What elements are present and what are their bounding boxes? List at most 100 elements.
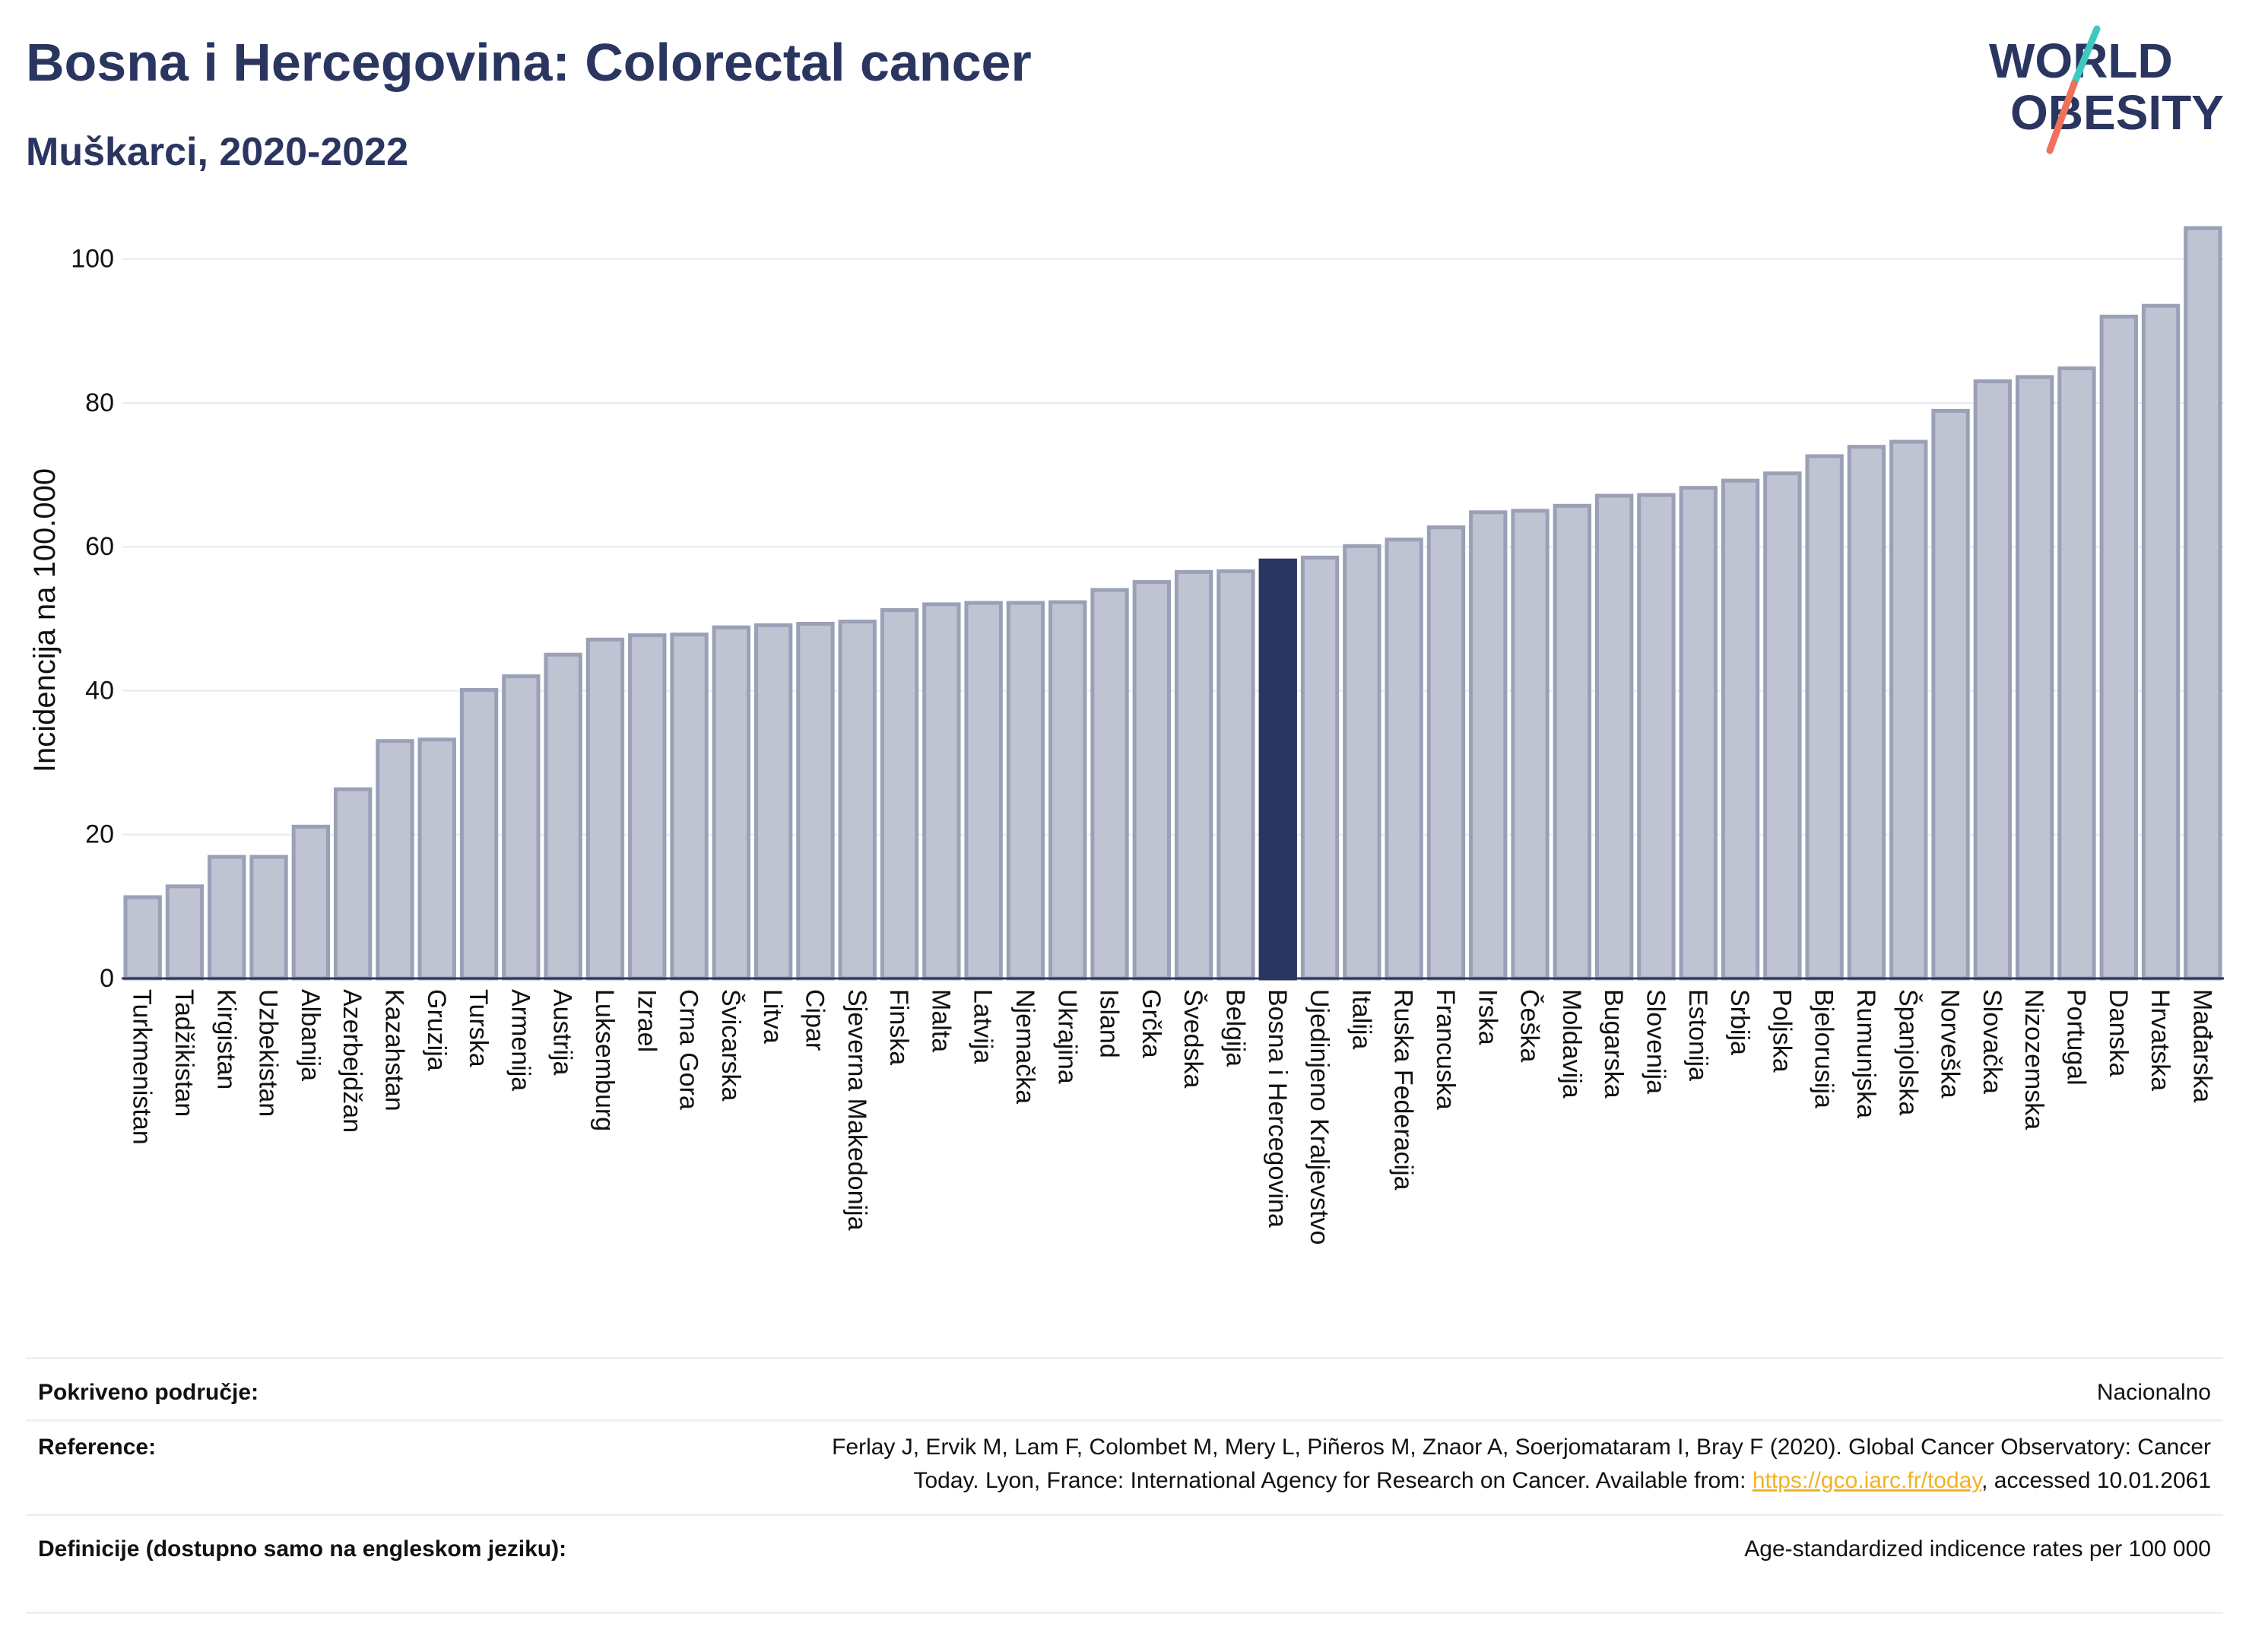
logo-slash-teal [2070,25,2101,87]
x-tick-label: Norveška [1936,989,1965,1099]
bar [544,652,582,981]
x-tick-label: Gruzija [422,989,451,1071]
bar [922,602,961,981]
x-tick-label: Poljska [1767,989,1796,1073]
x-tick-label: Švedska [1178,989,1207,1088]
x-tick-label: Danska [2104,989,2133,1076]
x-tick-label: Francuska [1431,989,1460,1110]
bar [417,737,456,981]
bar [459,688,499,981]
bar [1721,478,1760,981]
x-tick-label: Azerbejdžan [338,989,366,1133]
bar [1637,493,1676,981]
x-tick-label: Armenija [506,989,534,1091]
bar [1216,569,1255,981]
bar [249,855,288,981]
bar [2141,303,2181,981]
x-tick-label: Slovenija [1641,989,1670,1094]
x-tick-label: Tadžikistan [170,989,198,1117]
logo-slash-coral [2046,80,2078,154]
x-tick-label: Irska [1473,989,1502,1045]
x-tick-label: Rumunjska [1851,989,1880,1118]
logo-text-obesity: OBESITY [2010,85,2224,140]
bar [208,855,246,981]
bar [1174,569,1213,981]
coverage-row: Pokriveno područje: Nacionalno [26,1357,2223,1422]
world-obesity-logo: WORLD OBESITY [1989,25,2224,154]
coverage-label: Pokriveno područje: [38,1380,259,1405]
x-tick-label: Uzbekistan [254,989,283,1117]
bar [165,884,205,981]
x-tick-label: Mađarska [2187,989,2216,1102]
x-tick-label: Češka [1515,989,1544,1062]
bar [1511,509,1550,981]
bar [1385,537,1423,981]
x-tick-label: Turska [464,989,493,1067]
bar [585,637,625,981]
definitions-row: Definicije (dostupno samo na engleskom j… [26,1514,2223,1614]
x-tick-label: Grčka [1137,989,1166,1058]
x-tick-label: Belgija [1220,989,1249,1067]
reference-link[interactable]: https://gco.iarc.fr/today [1752,1468,1982,1493]
x-tick-label: Ruska Federacija [1389,989,1418,1191]
x-tick-label: Albanija [296,989,325,1081]
x-tick-label: Španjolska [1893,989,1922,1115]
bar [1300,555,1340,981]
bar [1679,486,1718,981]
x-tick-label: Turkmenistan [128,989,157,1145]
bar-chart: 0 20 40 60 80 100 Incidencija na 100.000 Turkme… [28,226,2224,1245]
bar [753,623,793,981]
x-tick-label: Cipar [800,989,829,1051]
bar [712,625,751,981]
bar [1889,439,1928,981]
definitions-value: Age-standardized indicence rates per 100… [1744,1536,2211,1562]
bar [1343,544,1381,981]
bar [1847,445,1886,981]
x-tick-label: Bugarska [1599,989,1628,1099]
reference-row: Reference: Ferlay J, Ervik M, Lam F, Col… [26,1419,2223,1516]
x-tick-label: Hrvatska [2146,989,2174,1091]
chart-subtitle: Muškarci, 2020-2022 [26,130,409,174]
x-tick-label: Kirgistan [211,989,240,1089]
bar [1090,588,1129,981]
definitions-label: Definicije (dostupno samo na engleskom j… [38,1536,567,1562]
bar [376,739,414,981]
y-tick-label: 100 [71,245,114,274]
bar [1006,601,1045,981]
x-tick-label: Ukrajina [1052,989,1081,1084]
bar [1805,454,1844,981]
bar [333,787,373,981]
y-axis-label: Incidencija na 100.000 [28,468,62,772]
y-tick-label: 80 [85,388,114,417]
y-tick-label: 20 [85,820,114,849]
reference-label: Reference: [38,1435,157,1460]
x-tick-label: Srbija [1725,989,1754,1055]
coverage-value: Nacionalno [2096,1380,2211,1405]
bar [2015,375,2054,981]
bar [1931,408,1970,981]
x-tick-label: Bjelorusija [1810,989,1838,1108]
y-tick-label: 0 [100,964,114,993]
bar [291,824,331,981]
bar [2099,314,2138,981]
x-tick-label: Izrael [632,989,661,1052]
bar [880,607,919,981]
bar [1594,493,1634,981]
bar [1258,558,1297,981]
reference-line2a: Today. Lyon, France: International Agenc… [913,1468,1753,1493]
x-tick-label: Sjeverna Makedonija [842,989,871,1231]
bar [1763,471,1802,981]
bar [1973,379,2013,981]
bar [670,633,709,981]
x-tick-label: Latvija [969,989,998,1064]
x-tick-label: Litva [758,989,787,1044]
x-tick-label: Slovačka [1978,989,2006,1094]
x-tick-label: Bosna i Hercegovina [1263,989,1292,1228]
bar [2057,366,2096,981]
bar [1553,503,1592,981]
x-tick-label: Estonija [1683,989,1712,1081]
reference-value: Ferlay J, Ervik M, Lam F, Colombet M, Me… [614,1431,2211,1498]
x-tick-label: Kazahstan [379,989,408,1111]
bar [1469,510,1508,981]
x-tick-label: Moldavija [1557,989,1586,1099]
